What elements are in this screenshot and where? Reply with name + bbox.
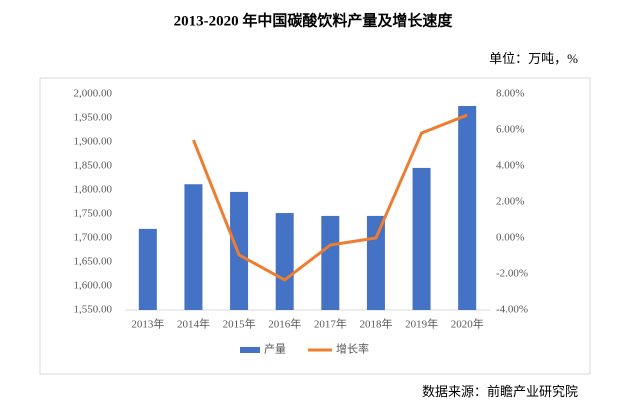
source-note: 数据来源：前瞻产业研究院 — [422, 384, 578, 399]
y-tick-label: 1,850.00 — [74, 160, 113, 172]
bar — [138, 228, 157, 310]
legend-label: 增长率 — [336, 342, 369, 356]
y-tick-label: 2,000.00 — [74, 88, 113, 100]
bar — [366, 215, 385, 310]
legend-swatch — [240, 347, 260, 353]
x-tick-label: 2015年 — [223, 317, 256, 331]
y-tick-label: 1,650.00 — [74, 256, 113, 268]
y2-tick-label: 8.00% — [496, 88, 524, 100]
x-tick-label: 2017年 — [314, 317, 347, 331]
x-tick-label: 2016年 — [268, 317, 301, 331]
y2-tick-label: 0.00% — [496, 232, 524, 244]
y-tick-label: 1,600.00 — [74, 280, 113, 292]
x-tick-label: 2020年 — [451, 317, 484, 331]
chart-frame — [39, 77, 591, 375]
y-tick-label: 1,800.00 — [74, 184, 113, 196]
y-tick-label: 1,900.00 — [74, 136, 113, 148]
bar — [412, 167, 431, 310]
x-tick-label: 2019年 — [405, 317, 438, 331]
y2-tick-label: 4.00% — [496, 160, 524, 172]
bar — [184, 184, 203, 310]
bar — [458, 106, 477, 310]
y-tick-label: 1,950.00 — [74, 112, 113, 124]
y-tick-label: 1,550.00 — [74, 304, 113, 316]
y2-tick-label: 6.00% — [496, 124, 524, 136]
x-tick-label: 2013年 — [131, 317, 164, 331]
x-tick-label: 2014年 — [177, 317, 210, 331]
y2-tick-label: 2.00% — [496, 196, 524, 208]
bar — [275, 213, 294, 310]
y2-tick-label: -2.00% — [496, 268, 528, 280]
y-tick-label: 1,700.00 — [74, 232, 113, 244]
x-tick-label: 2018年 — [359, 317, 392, 331]
y2-tick-label: -4.00% — [496, 304, 528, 316]
bar — [321, 215, 340, 310]
unit-note: 单位：万吨，% — [489, 51, 578, 66]
y-tick-label: 1,750.00 — [74, 208, 113, 220]
legend-label: 产量 — [264, 342, 286, 356]
chart-title: 2013-2020 年中国碳酸饮料产量及增长速度 — [174, 11, 454, 29]
line — [192, 113, 468, 282]
